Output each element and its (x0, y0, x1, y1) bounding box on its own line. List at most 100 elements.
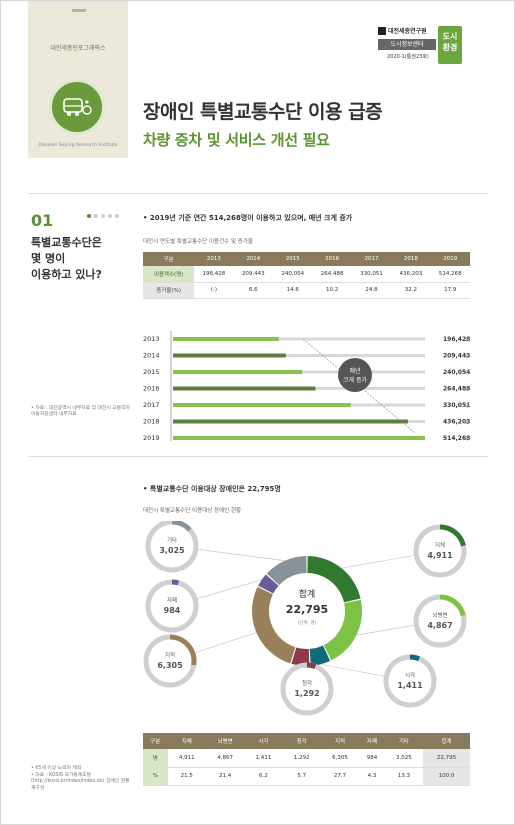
institute-name: Daejeon Sejong Research Institute (38, 143, 118, 148)
section-dots (87, 214, 119, 218)
bar-year-label: 2019 (143, 434, 160, 441)
table-cell: 21.5 (167, 767, 206, 786)
bar-year-label: 2018 (143, 418, 160, 426)
table-cell: 1,292 (282, 749, 321, 768)
table-header: 2015 (273, 252, 313, 266)
donut-center-label: 합계 (299, 588, 316, 600)
table-cell: 10.2 (312, 282, 352, 299)
table-cell: 32.2 (391, 282, 431, 299)
table-cell: 100.0 (423, 767, 470, 786)
table-cell: 1,411 (244, 749, 283, 768)
row-header: 증가율(%) (143, 282, 195, 299)
table-header: 2018 (391, 252, 431, 266)
series-label: 대전세종인포그래픽스 (50, 45, 106, 52)
donut-slice (258, 574, 279, 594)
trend-callout-text: 크게 증가 (343, 376, 367, 384)
donut-slice (307, 556, 361, 603)
disability-table: 구분 지체 뇌병변 시각 청각 지적 자폐 기타 합계 명 4,911 4,86… (143, 733, 470, 786)
satellite-arc (169, 634, 197, 666)
satellite-value: 4,867 (427, 621, 452, 630)
satellite-label: 청각 (302, 680, 312, 687)
center-name: 도시정보센터 (378, 39, 436, 50)
table-cell: 436,203 (391, 266, 431, 283)
satellite-arc (306, 662, 317, 669)
satellite-label: 시각 (405, 672, 415, 679)
bar-mark (173, 436, 425, 440)
satellite-label: 자폐 (167, 596, 177, 604)
bar-mark (173, 386, 316, 391)
bar-year-label: 2016 (143, 385, 160, 393)
bar-mark (173, 370, 303, 374)
table-cell: 4.3 (359, 767, 385, 786)
table-header: 2013 (194, 252, 234, 266)
satellite-value: 1,411 (397, 681, 423, 690)
table-cell: 24.8 (351, 282, 392, 299)
table-header: 자폐 (359, 733, 385, 749)
divider (28, 456, 488, 457)
table-cell: 514,268 (430, 266, 470, 283)
bar-value-label: 330,051 (443, 402, 470, 409)
satellite-label: 지적 (165, 651, 175, 659)
satellite-label: 뇌병변 (432, 611, 447, 619)
table-header: 청각 (282, 733, 321, 749)
donut-center-unit: (단위: 명) (298, 619, 317, 626)
category-tag: 도시 환경 (438, 26, 462, 64)
table-cell: 27.7 (320, 767, 360, 786)
satellite-arc (439, 594, 466, 617)
bar-year-label: 2013 (143, 335, 160, 343)
table-row: % 21.5 21.4 6.2 5.7 27.7 4.3 13.3 100.0 (143, 767, 470, 786)
row-header: % (143, 767, 168, 786)
satellite-arc (171, 579, 180, 586)
table-header: 뇌병변 (205, 733, 245, 749)
donut-center-value: 22,795 (286, 603, 328, 616)
bar-value-label: 209,443 (443, 353, 470, 360)
source-note: • 65세 이상 노약자 제외 • 자료 : KOSIS 국가통계포털 (htt… (31, 766, 130, 791)
page-subtitle: 차량 증차 및 서비스 개선 필요 (143, 131, 330, 149)
satellite-value: 4,911 (427, 551, 453, 560)
table-cell: 6,305 (320, 749, 360, 768)
bar-unit-label: 명 (465, 402, 469, 409)
issue-badge: 대전세종연구원 도시정보센터 2020-1(통권23호) 도시 환경 (378, 26, 474, 72)
section-headline: • 2019년 기준 연간 514,268명이 이용하고 있으며, 매년 크게 … (143, 214, 353, 222)
table-cell: 22,795 (423, 749, 470, 768)
satellite-label: 기타 (167, 536, 177, 544)
table-cell: (-) (194, 282, 234, 299)
section-question: 특별교통수단은 몇 명이 이용하고 있나? (31, 236, 102, 281)
org-logo-icon (378, 26, 386, 35)
satellite-arc (439, 524, 466, 547)
bar-value-label: 264,488 (443, 386, 470, 393)
table-cell: 264,488 (312, 266, 352, 283)
table-header-row: 구분 지체 뇌병변 시각 청각 지적 자폐 기타 합계 (143, 733, 470, 749)
bar-value-label: 240,054 (443, 369, 470, 376)
bar-unit-label: 명 (465, 419, 469, 426)
org-name: 대전세종연구원 (378, 26, 438, 35)
bar-mark (173, 337, 279, 341)
side-band: 대전세종인포그래픽스 Daejeon Sejong Research Insti… (28, 1, 128, 158)
usage-table: 구분 2013 2014 2015 2016 2017 2018 2019 이용… (143, 252, 470, 299)
bar-unit-label: 명 (465, 336, 469, 343)
page-title: 장애인 특별교통수단 이용 급증 (143, 101, 383, 123)
table-row: 명 4,911 4,867 1,411 1,292 6,305 984 3,02… (143, 749, 470, 768)
table-header: 기타 (384, 733, 424, 749)
bar-mark (173, 419, 408, 424)
table-header-row: 구분 2013 2014 2015 2016 2017 2018 2019 (143, 252, 470, 266)
table-cell: 240,054 (273, 266, 313, 283)
bar-track (173, 337, 425, 341)
section-number: 01 (31, 211, 54, 230)
bar-value-label: 514,268 (443, 435, 470, 441)
satellite-value: 984 (164, 606, 181, 615)
satellite-value: 3,025 (159, 546, 185, 555)
table-header: 지적 (320, 733, 360, 749)
bar-unit-label: 명 (465, 369, 469, 376)
table-cell: 3,025 (384, 749, 424, 768)
table-cell: 17.9 (430, 282, 470, 299)
table-header: 2017 (351, 252, 392, 266)
table-header: 2016 (312, 252, 352, 266)
donut-slice (309, 645, 331, 666)
table-row: 증가율(%) (-) 6.6 14.6 10.2 24.8 32.2 17.9 (143, 282, 470, 299)
satellite-label: 지체 (435, 541, 445, 549)
table-header: 합계 (423, 733, 470, 749)
divider (72, 9, 86, 12)
